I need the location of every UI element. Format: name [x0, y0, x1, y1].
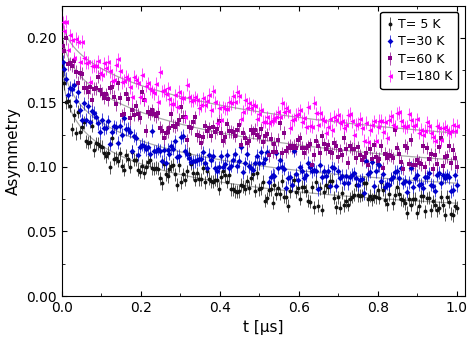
- Legend: T= 5 K, T=30 K, T=60 K, T=180 K: T= 5 K, T=30 K, T=60 K, T=180 K: [380, 12, 458, 89]
- Y-axis label: Asymmetry: Asymmetry: [6, 107, 20, 195]
- X-axis label: t [µs]: t [µs]: [243, 321, 283, 336]
